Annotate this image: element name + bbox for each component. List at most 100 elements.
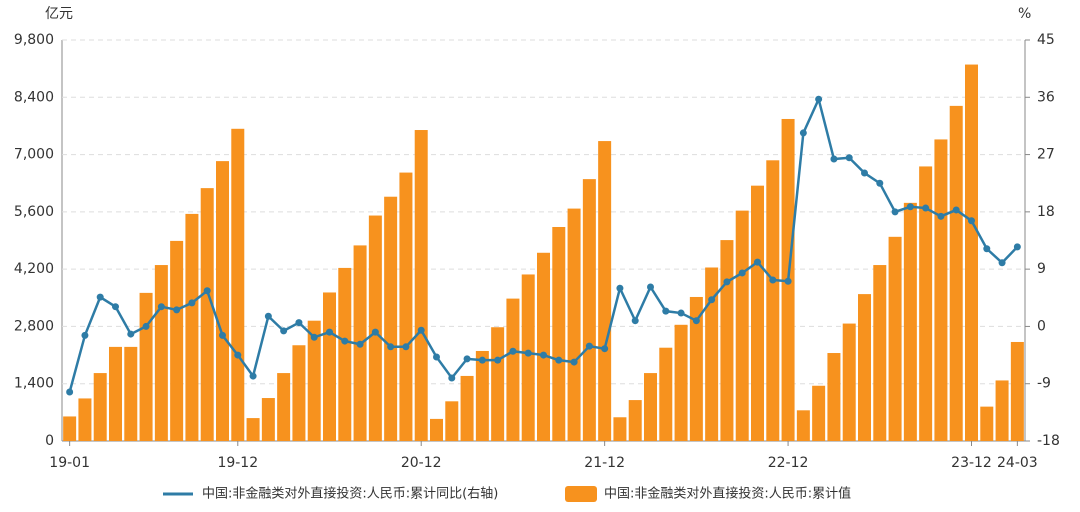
line-point (371, 328, 379, 336)
line-point (570, 358, 578, 366)
x-tick-label: 20-12 (401, 455, 442, 471)
line-point (968, 217, 975, 225)
bar (980, 406, 994, 441)
y2-tick-label: 45 (1037, 32, 1055, 48)
line-point (219, 331, 226, 339)
line-point (234, 351, 242, 359)
bar (399, 172, 413, 442)
bar (842, 323, 856, 441)
bar (460, 375, 474, 441)
legend: 中国:非金融类对外直接投资:人民币:累计同比(右轴) 中国:非金融类对外直接投资:… (163, 486, 851, 502)
y-unit: 亿元 (45, 6, 73, 22)
line-point (96, 293, 104, 301)
line-point (906, 203, 914, 211)
line-point (830, 155, 838, 163)
line-point (998, 259, 1006, 267)
y-tick-label: 8,400 (14, 89, 54, 105)
bar (582, 179, 596, 442)
y2-unit: % (1018, 6, 1031, 22)
line-point (708, 296, 716, 304)
y-tick-label: 9,800 (14, 32, 54, 48)
bar (766, 160, 780, 442)
y-tick-label: 4,200 (14, 261, 54, 277)
line-point (738, 269, 746, 277)
x-tick-label: 19-12 (217, 455, 258, 471)
bar (414, 130, 428, 442)
line-point (555, 356, 563, 364)
bar (491, 327, 505, 441)
line-point (677, 309, 685, 317)
line-point (952, 206, 960, 214)
bar (368, 215, 382, 441)
bar (689, 296, 703, 441)
bar (934, 139, 948, 441)
bar (613, 417, 627, 441)
bar (292, 345, 306, 441)
y2-tick-label: -9 (1037, 376, 1051, 392)
y-tick-label: 5,600 (14, 204, 54, 220)
bar (475, 350, 489, 441)
bar (705, 267, 719, 441)
legend-label: 中国:非金融类对外直接投资:人民币:累计值 (604, 486, 851, 502)
bar (751, 185, 764, 441)
bar (93, 373, 107, 441)
x-tick-label: 21-12 (584, 455, 625, 471)
bar (812, 385, 826, 441)
bar (965, 64, 978, 441)
bar (261, 398, 275, 441)
bar (154, 265, 168, 441)
line-point (448, 374, 456, 382)
line-point (769, 276, 777, 284)
bar (216, 161, 229, 442)
line-point (937, 212, 945, 220)
bar (323, 292, 336, 441)
line-point (631, 317, 639, 325)
x-tick-label: 23-12 (951, 455, 992, 471)
bar (139, 292, 153, 441)
y-tick-label: 7,000 (14, 147, 54, 163)
line-point (203, 287, 211, 295)
bar (185, 213, 199, 441)
bar (644, 373, 657, 441)
line-point (891, 208, 899, 216)
line-point (585, 342, 593, 350)
line-point (647, 283, 654, 291)
line-point (280, 327, 288, 335)
bar (598, 141, 612, 442)
bar (109, 346, 122, 441)
y-tick-label: 1,400 (14, 376, 54, 392)
line-point (173, 306, 181, 314)
line-point (402, 343, 410, 351)
line-point (540, 351, 547, 359)
bar (827, 353, 841, 441)
line-point (754, 258, 761, 266)
line-point (326, 328, 333, 336)
line-point (983, 245, 991, 253)
bar (628, 400, 642, 441)
y-tick-label: 2,800 (14, 318, 54, 334)
bar (552, 226, 566, 441)
line-point (1013, 243, 1021, 251)
bar (277, 373, 291, 441)
y2-tick-label: -18 (1037, 433, 1060, 449)
line-point (157, 303, 165, 311)
line-point (601, 345, 609, 353)
bar (521, 274, 535, 441)
y2-tick-label: 9 (1037, 261, 1046, 277)
line-point (66, 388, 74, 396)
line-point (494, 356, 502, 364)
bar (231, 128, 245, 442)
bar (888, 236, 902, 441)
bar (78, 398, 92, 441)
x-tick-label: 22-12 (768, 455, 809, 471)
line-point (188, 299, 196, 307)
x-tick-label: 24-03 (997, 455, 1038, 471)
y-tick-label: 0 (45, 433, 54, 449)
line-point (417, 326, 425, 334)
line-point (922, 204, 930, 212)
bar (445, 401, 459, 441)
line-point (310, 333, 318, 341)
bar (246, 418, 260, 441)
bar (1010, 341, 1024, 441)
bar (720, 240, 734, 441)
